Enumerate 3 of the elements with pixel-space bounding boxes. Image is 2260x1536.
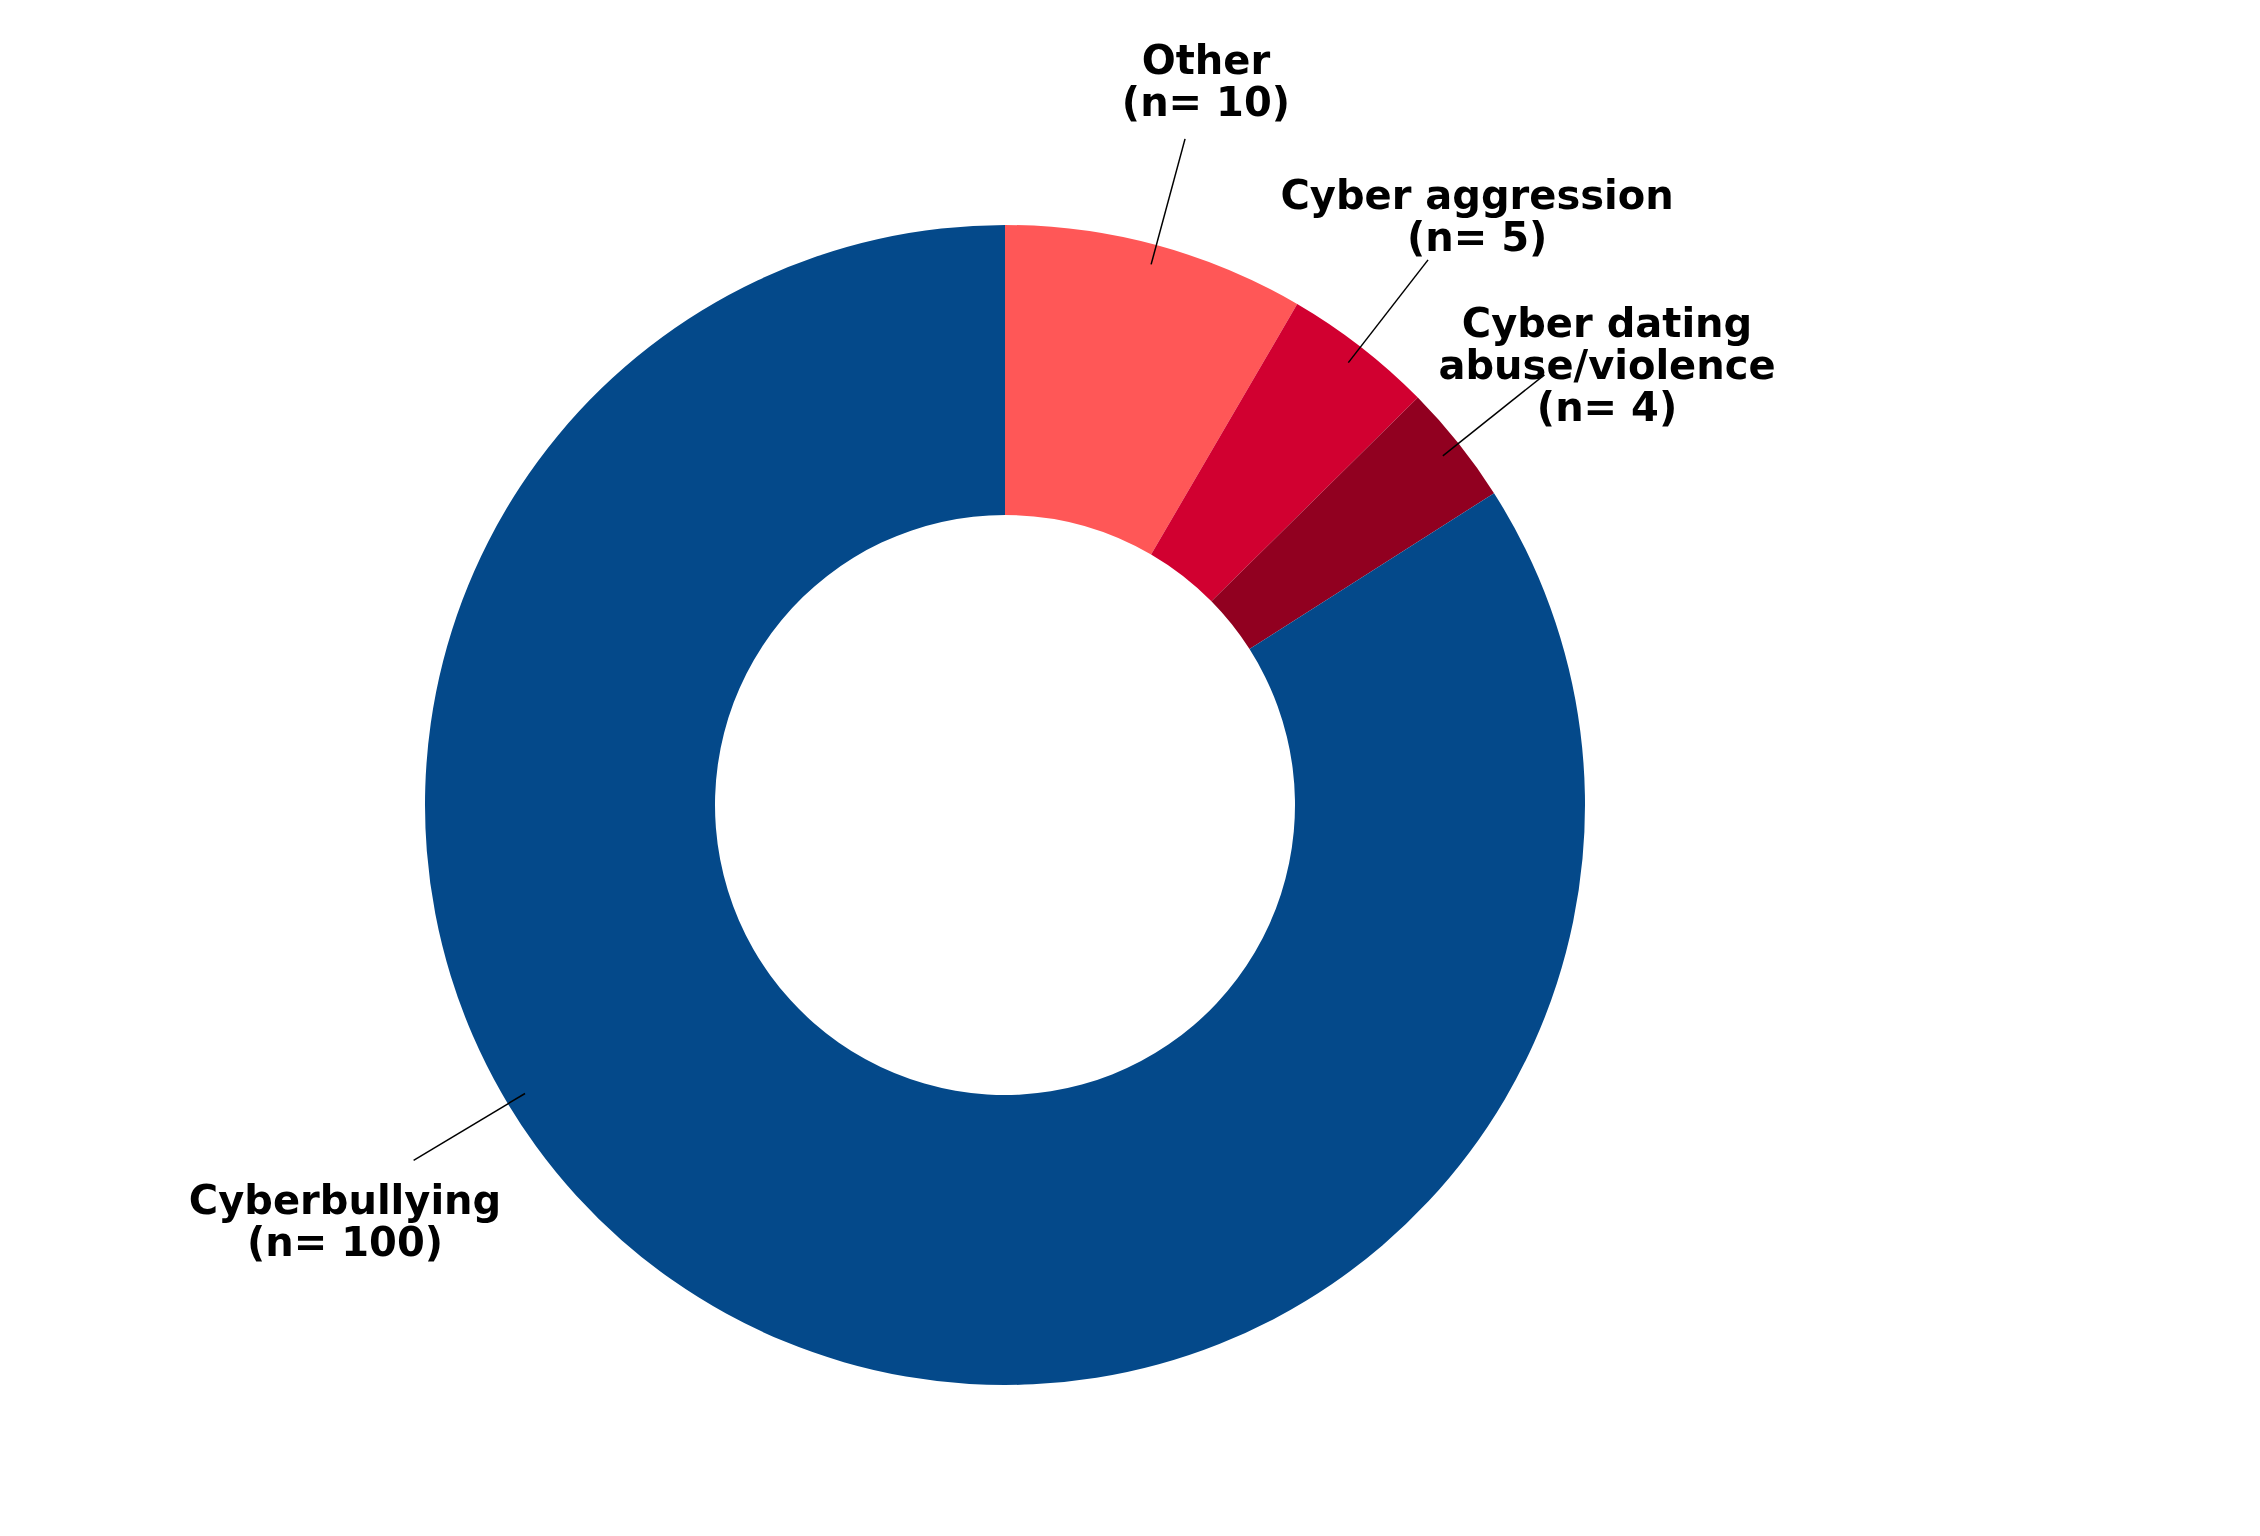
donut-slice <box>1211 397 1495 650</box>
donut-slice <box>1005 225 1298 555</box>
donut-slice <box>1151 303 1418 602</box>
